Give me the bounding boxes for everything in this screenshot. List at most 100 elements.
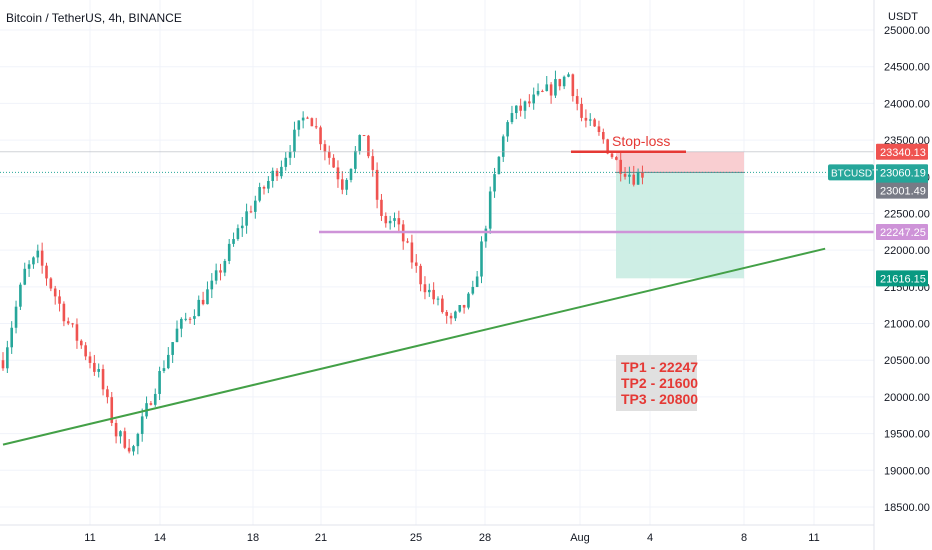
target-1-label: TP1 - 22247 [621, 359, 698, 375]
candle-body [45, 265, 48, 279]
candle-body [232, 239, 235, 244]
candle-body [345, 179, 348, 190]
candle-body [93, 362, 96, 372]
candle-body [193, 316, 196, 319]
y-tick-label: 18500.00 [884, 502, 930, 514]
symbol-badge-bg [828, 164, 874, 181]
x-tick-label: 21 [315, 532, 327, 544]
x-tick-label: Aug [570, 532, 590, 544]
candle-body [349, 168, 353, 180]
candle-body [445, 312, 448, 316]
grid [0, 0, 874, 525]
candle-body [610, 153, 614, 158]
candle-body [327, 151, 331, 158]
x-tick-label: 28 [479, 532, 491, 544]
candle-body [219, 270, 222, 273]
candle-body [210, 280, 214, 290]
candle-body [497, 156, 501, 175]
candle-body [275, 170, 279, 177]
candle-body [66, 321, 70, 324]
candle-body [314, 126, 318, 128]
target-2-label: TP2 - 21600 [621, 375, 698, 391]
candle-body [267, 181, 270, 189]
candle-body [167, 354, 170, 369]
x-tick-label: 8 [741, 532, 747, 544]
candle-body [580, 103, 583, 118]
candle-body [597, 126, 601, 133]
candle-body [127, 447, 131, 452]
candle-body [545, 84, 549, 92]
candle-body [106, 389, 109, 398]
price-tag-label: 23340.13 [880, 147, 926, 159]
candle-body [367, 135, 370, 157]
price-tag: 23340.13 [876, 143, 928, 160]
candle-body [23, 268, 27, 285]
y-tick-label: 19500.00 [884, 429, 930, 441]
candle-body [332, 157, 335, 168]
candle-body [49, 278, 53, 289]
candle-body [475, 276, 479, 287]
candle-body [214, 270, 218, 281]
candle-body [375, 169, 379, 200]
candle-body [293, 129, 296, 152]
candle-body [449, 315, 453, 319]
candle-body [258, 187, 261, 201]
candle-body [245, 211, 248, 226]
candle-body [132, 446, 135, 452]
candle-body [602, 132, 605, 140]
candle-body [506, 122, 509, 137]
price-tags: 23340.13 23060.19 23001.49 22247.25 21616.15… [828, 143, 928, 287]
candle-body [62, 303, 66, 322]
candle-body [171, 342, 174, 355]
price-tag-label: 22247.25 [880, 227, 926, 239]
candle-body [436, 298, 440, 300]
candle-body [10, 327, 13, 348]
candle-body [53, 288, 57, 297]
x-tick-label: 14 [154, 532, 166, 544]
candle-body [184, 318, 187, 320]
y-tick-label: 22000.00 [884, 245, 930, 257]
candle-body [419, 265, 422, 285]
candle-body [197, 299, 201, 317]
candles [1, 70, 644, 456]
price-tag-bg [876, 143, 928, 160]
candle-body [628, 174, 631, 177]
candle-body [480, 241, 483, 277]
candle-body [188, 318, 192, 320]
candle-body [140, 416, 144, 434]
candle-body [423, 284, 427, 293]
candle-body [619, 159, 622, 174]
candle-body [201, 299, 205, 305]
y-tick-label: 24500.00 [884, 62, 930, 74]
candle-body [123, 431, 127, 448]
candle-body [284, 157, 288, 167]
symbol-badge-label: BTCUSDT [831, 168, 878, 179]
candle-body [615, 157, 618, 160]
candle-body [501, 136, 505, 157]
candle-body [80, 340, 83, 346]
candle-body [88, 356, 92, 363]
y-tick-label: 22500.00 [884, 208, 930, 220]
candle-body [462, 305, 466, 308]
candle-body [397, 218, 401, 225]
candle-body [1, 360, 5, 369]
candle-body [541, 90, 544, 92]
candle-body [528, 101, 531, 104]
candle-body [280, 166, 283, 177]
candle-body [306, 117, 309, 119]
y-tick-label: 24000.00 [884, 98, 930, 110]
x-tick-label: 11 [808, 532, 819, 544]
drawing-lines [0, 150, 874, 446]
candle-body [206, 289, 209, 305]
candle-body [532, 94, 535, 104]
candle-body [584, 117, 588, 121]
candle-body [336, 167, 340, 180]
candle-body [254, 200, 257, 212]
candle-body [297, 120, 301, 130]
last-price-label: 23060.19 [880, 167, 926, 179]
y-tick-label: 19000.00 [884, 465, 930, 477]
targets-box [616, 355, 697, 411]
candle-body [6, 347, 9, 369]
